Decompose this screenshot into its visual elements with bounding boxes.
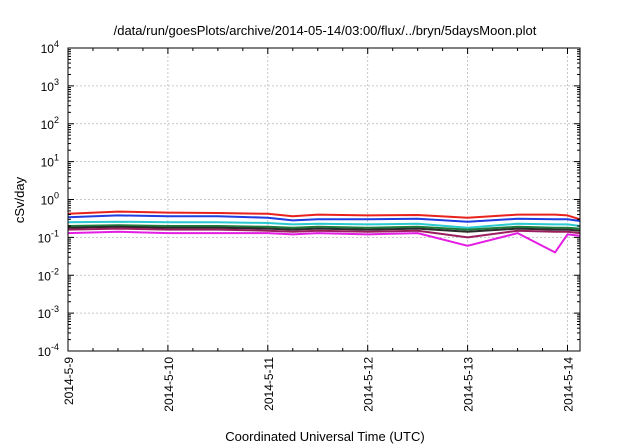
y-tick-label: 10-2 [38, 266, 59, 283]
x-tick-label: 2014-5-12 [362, 357, 376, 412]
x-tick-label: 2014-5-10 [162, 357, 176, 412]
axis-ticks [67, 47, 580, 352]
x-tick-label: 2014-5-11 [262, 357, 276, 411]
x-tick-labels: 2014-5-9 2014-5-10 2014-5-11 2014-5-12 2014-… [62, 357, 576, 412]
y-axis-label: cSv/day [12, 176, 27, 223]
y-tick-label: 10-3 [38, 304, 59, 321]
y-tick-label: 100 [41, 191, 59, 208]
series-line-6 [67, 227, 581, 239]
y-tick-label: 10-4 [38, 342, 59, 359]
series-line-7 [67, 230, 581, 254]
y-tick-label: 10-1 [38, 228, 59, 245]
y-tick-label: 101 [41, 153, 59, 170]
x-tick-label: 2014-5-9 [62, 357, 76, 405]
grid [68, 47, 580, 352]
y-tick-labels: 10-4 10-3 10-2 10-1 100 101 102 103 104 [38, 39, 59, 359]
series-lines [67, 210, 581, 254]
series-line-4 [67, 224, 581, 231]
chart-title: /data/run/goesPlots/archive/2014-05-14/0… [114, 23, 537, 38]
x-tick-label: 2014-5-14 [562, 357, 576, 412]
y-tick-label: 102 [41, 115, 59, 132]
series-line-5 [67, 225, 581, 233]
series-line-2 [67, 214, 581, 223]
x-tick-label: 2014-5-13 [462, 357, 476, 412]
y-tick-label: 104 [41, 39, 59, 56]
y-tick-label: 103 [41, 77, 59, 94]
series-line-1 [67, 210, 581, 221]
x-axis-label: Coordinated Universal Time (UTC) [225, 429, 424, 444]
series-line-3 [67, 220, 581, 229]
